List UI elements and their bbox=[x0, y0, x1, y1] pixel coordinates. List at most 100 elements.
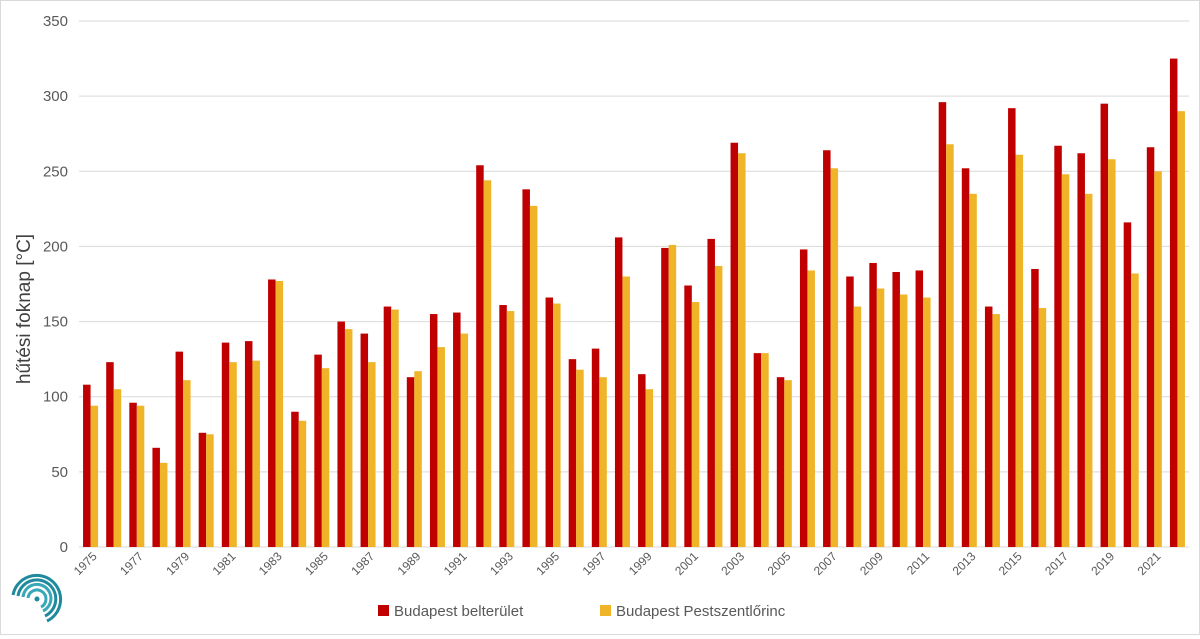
x-tick-label: 1993 bbox=[487, 549, 516, 578]
bar-belterulet-2012 bbox=[938, 102, 947, 548]
bar-pestszentlorinc-2019 bbox=[1108, 159, 1116, 547]
bar-belterulet-1983 bbox=[268, 279, 276, 547]
x-tick-label: 2009 bbox=[857, 549, 886, 578]
bar-belterulet-1982 bbox=[244, 341, 253, 547]
y-tick-label: 350 bbox=[43, 13, 68, 30]
bar-pestszentlorinc-2001 bbox=[691, 302, 700, 547]
bar-pestszentlorinc-2002 bbox=[714, 265, 723, 547]
x-tick-label: 2003 bbox=[718, 549, 747, 578]
bar-belterulet-2011 bbox=[915, 270, 924, 547]
y-axis-ticks: 0 50 100 150 200 250 300 350 bbox=[43, 13, 68, 556]
bar-pestszentlorinc-2016 bbox=[1038, 308, 1047, 547]
bar-belterulet-2009 bbox=[869, 262, 877, 547]
bar-pestszentlorinc-2006 bbox=[807, 270, 815, 547]
bar-pestszentlorinc-1992 bbox=[483, 180, 492, 548]
x-tick-label: 1985 bbox=[302, 549, 331, 578]
x-tick-label: 2011 bbox=[904, 549, 932, 577]
bar-belterulet-1986 bbox=[337, 321, 345, 547]
bar-pestszentlorinc-2011 bbox=[923, 297, 931, 547]
x-tick-label: 2013 bbox=[950, 549, 979, 578]
bar-belterulet-2021 bbox=[1146, 147, 1155, 548]
y-tick-label: 150 bbox=[43, 314, 68, 331]
bar-belterulet-2001 bbox=[684, 285, 692, 547]
bar-belterulet-1990 bbox=[429, 314, 438, 547]
bar-pestszentlorinc-2012 bbox=[946, 144, 954, 548]
bar-pestszentlorinc-1998 bbox=[622, 276, 630, 547]
bar-pestszentlorinc-1979 bbox=[183, 380, 191, 547]
bar-pestszentlorinc-1982 bbox=[252, 360, 260, 547]
swirl-logo-icon bbox=[11, 573, 63, 623]
x-axis-ticks: 1975 1977 1979 1981 1983 1985 1987 1989 1991 1993… bbox=[71, 549, 1164, 578]
bar-pestszentlorinc-1983 bbox=[275, 280, 284, 547]
x-tick-label: 2019 bbox=[1088, 549, 1117, 578]
bar-belterulet-1989 bbox=[406, 377, 415, 547]
bar-pestszentlorinc-2013 bbox=[969, 193, 977, 547]
bar-pestszentlorinc-2021 bbox=[1154, 171, 1162, 548]
bar-pestszentlorinc-1984 bbox=[298, 420, 307, 547]
bar-belterulet-2007 bbox=[823, 150, 831, 547]
bar-belterulet-1980 bbox=[198, 432, 207, 547]
legend-swatch-belterulet bbox=[378, 605, 389, 616]
y-tick-label: 100 bbox=[43, 389, 68, 406]
x-tick-label: 2017 bbox=[1042, 549, 1071, 578]
bar-belterulet-2020 bbox=[1123, 222, 1132, 547]
bar-pestszentlorinc-2000 bbox=[668, 244, 677, 547]
x-tick-label: 1983 bbox=[256, 549, 285, 578]
bar-belterulet-2005 bbox=[776, 377, 785, 547]
x-tick-label: 2005 bbox=[765, 549, 794, 578]
bar-pestszentlorinc-1999 bbox=[645, 389, 654, 547]
bar-belterulet-2013 bbox=[961, 168, 970, 547]
bars bbox=[83, 58, 1185, 548]
bar-pestszentlorinc-2004 bbox=[761, 353, 769, 547]
bar-belterulet-1976 bbox=[106, 362, 114, 547]
y-axis-label: hűtési foknap [°C] bbox=[14, 234, 35, 384]
bar-belterulet-1999 bbox=[638, 374, 646, 547]
bar-pestszentlorinc-1980 bbox=[206, 434, 214, 547]
bar-belterulet-2006 bbox=[799, 249, 808, 547]
x-tick-label: 2007 bbox=[811, 549, 840, 578]
bar-belterulet-2003 bbox=[730, 142, 739, 548]
bar-pestszentlorinc-1991 bbox=[460, 333, 469, 547]
bar-belterulet-2015 bbox=[1008, 108, 1016, 548]
y-tick-label: 200 bbox=[43, 238, 68, 255]
bar-pestszentlorinc-1981 bbox=[229, 362, 237, 547]
x-tick-label: 1989 bbox=[395, 549, 424, 578]
bar-belterulet-2010 bbox=[892, 271, 900, 547]
x-tick-label: 1979 bbox=[163, 549, 192, 578]
bar-pestszentlorinc-1975 bbox=[90, 405, 99, 547]
bar-pestszentlorinc-1994 bbox=[529, 205, 538, 547]
bar-pestszentlorinc-1987 bbox=[368, 362, 376, 547]
legend-label-pestszentlorinc: Budapest Pestszentlőrinc bbox=[616, 603, 786, 620]
bar-belterulet-1981 bbox=[221, 342, 230, 547]
x-tick-label: 1997 bbox=[580, 549, 609, 578]
x-tick-label: 1987 bbox=[348, 549, 377, 578]
x-tick-label: 2021 bbox=[1135, 549, 1164, 578]
bar-belterulet-1997 bbox=[591, 348, 600, 547]
y-tick-label: 50 bbox=[51, 464, 68, 481]
bar-belterulet-2017 bbox=[1054, 145, 1062, 548]
bar-belterulet-1994 bbox=[522, 189, 530, 547]
bar-belterulet-1993 bbox=[499, 305, 507, 547]
bar-belterulet-1975 bbox=[83, 384, 91, 547]
bar-pestszentlorinc-2020 bbox=[1131, 273, 1139, 547]
bar-belterulet-2014 bbox=[984, 306, 993, 547]
bar-belterulet-2000 bbox=[661, 247, 669, 547]
x-tick-label: 1991 bbox=[441, 549, 470, 578]
bar-pestszentlorinc-1976 bbox=[113, 389, 122, 547]
bar-belterulet-1998 bbox=[614, 237, 623, 547]
bar-pestszentlorinc-1977 bbox=[136, 405, 145, 547]
bar-pestszentlorinc-2010 bbox=[899, 294, 908, 547]
bar-belterulet-2019 bbox=[1100, 103, 1109, 547]
x-tick-label: 1981 bbox=[210, 549, 239, 578]
bar-pestszentlorinc-2003 bbox=[738, 153, 746, 547]
bar-belterulet-1978 bbox=[152, 447, 160, 547]
bar-pestszentlorinc-2005 bbox=[784, 380, 792, 547]
bar-belterulet-2022 bbox=[1169, 58, 1178, 547]
bar-belterulet-1996 bbox=[568, 359, 577, 547]
bar-belterulet-1991 bbox=[453, 312, 461, 547]
x-tick-label: 1999 bbox=[626, 549, 655, 578]
bar-pestszentlorinc-1996 bbox=[576, 369, 584, 547]
bar-belterulet-2008 bbox=[846, 276, 854, 547]
